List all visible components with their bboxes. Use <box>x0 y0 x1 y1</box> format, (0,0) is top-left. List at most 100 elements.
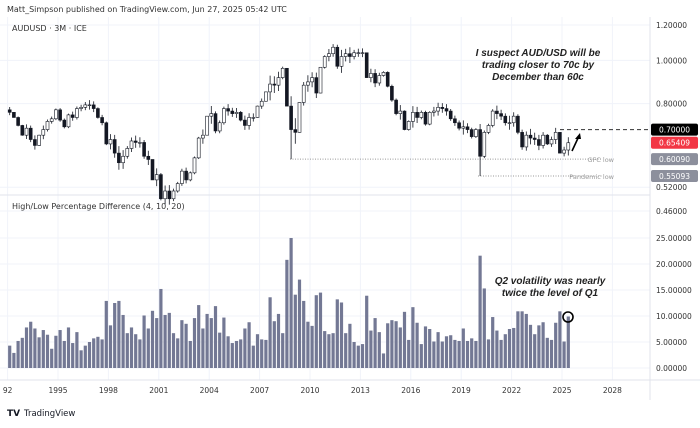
y-tick-label: 0.80000 <box>656 100 687 109</box>
volatility-bar <box>335 299 339 368</box>
volatility-bar <box>87 342 92 368</box>
candle-up <box>486 125 491 133</box>
candle-up <box>49 118 54 122</box>
price-badge <box>651 136 698 149</box>
candle-up <box>280 67 285 78</box>
volatility-bar <box>159 288 163 368</box>
symbol-title[interactable]: AUDUSD · 3M · ICE <box>12 24 87 33</box>
candle-down <box>16 117 20 126</box>
volatility-bar <box>201 328 205 368</box>
candle-up <box>180 170 184 184</box>
volatility-bar <box>108 325 113 368</box>
volatility-bar <box>432 341 436 368</box>
candle-up <box>327 53 331 57</box>
candle-up <box>154 174 159 181</box>
indicator-tick-label: 0.00000 <box>656 364 687 373</box>
volatility-bar <box>419 344 423 368</box>
candle-down <box>385 72 390 87</box>
volatility-bar <box>24 327 29 368</box>
volatility-bar <box>197 305 201 368</box>
candle-up <box>427 112 432 125</box>
published-by: Matt_Simpson published on TradingView.co… <box>7 5 287 14</box>
candle-up <box>108 139 113 145</box>
volatility-bar <box>562 341 566 368</box>
candle-up <box>121 155 125 164</box>
candle-up <box>201 134 205 139</box>
volatility-bar <box>297 279 302 368</box>
candle-down <box>423 112 428 125</box>
volatility-bar <box>12 352 16 368</box>
price-badge <box>651 153 698 166</box>
candle-down <box>272 83 277 86</box>
volatility-bar <box>155 318 159 368</box>
candle-down <box>469 129 474 137</box>
volatility-bar <box>549 339 554 368</box>
volatility-bar <box>75 332 79 368</box>
candle-down <box>457 122 461 129</box>
indicator-axis[interactable]: 25.00000 20.00000 15.00000 10.00000 5.00000 0… <box>656 234 692 373</box>
volatility-bar <box>423 326 428 368</box>
candle-down <box>133 140 138 143</box>
up-arrow-icon <box>571 133 581 152</box>
volatility-bar <box>470 338 474 368</box>
volatility-bar <box>381 353 386 368</box>
candle-up <box>297 102 302 133</box>
candle-up <box>474 129 478 137</box>
price-axis[interactable]: 1.20000 1.00000 0.80000 0.52000 0.46000 <box>656 21 687 216</box>
volatility-bar <box>268 297 272 368</box>
candle-down <box>516 115 520 133</box>
candle-down <box>289 105 293 130</box>
volatility-bar <box>440 341 444 368</box>
candle-down <box>184 170 188 181</box>
candle-up <box>37 134 41 146</box>
annotation-line: December than 60c <box>492 72 584 83</box>
volatility-bar <box>512 327 516 368</box>
candle-up <box>138 142 142 144</box>
volatility-bar <box>453 339 457 368</box>
candle-down <box>448 110 453 120</box>
volatility-bar <box>79 350 83 368</box>
candle-down <box>7 109 12 113</box>
candle-up <box>209 113 214 117</box>
candle-up <box>54 109 58 120</box>
volatility-bar <box>281 333 285 368</box>
candle-down <box>142 142 146 157</box>
volatility-bar <box>113 303 117 368</box>
candle-down <box>532 137 537 140</box>
indicator-tick-label: 10.00000 <box>656 312 692 321</box>
candle-down <box>230 110 235 114</box>
candles <box>7 44 571 205</box>
candle-down <box>503 115 508 124</box>
x-tick-label: 2028 <box>603 386 622 395</box>
time-axis[interactable]: 92 1995 1998 2001 2004 2007 2010 2013 2016 2019 20… <box>3 386 622 395</box>
price-levels: 0.70000 0.65409 GFC low 0.60090 Pandemic low… <box>290 123 698 183</box>
candle-down <box>146 155 151 160</box>
volatility-bar <box>444 336 449 368</box>
candle-down <box>226 108 230 112</box>
candle-up <box>306 81 310 86</box>
candle-down <box>394 99 398 114</box>
candle-up <box>79 107 83 109</box>
candle-down <box>537 139 541 146</box>
candle-down <box>402 110 407 130</box>
candle-up <box>45 121 50 130</box>
candle-up <box>66 114 71 128</box>
candle-up <box>192 157 197 174</box>
indicator-title[interactable]: High/Low Percentage Difference (4, 10, 2… <box>12 202 185 211</box>
volatility-bar <box>310 325 314 368</box>
level-label: Pandemic low <box>569 173 614 181</box>
candle-up <box>411 112 415 122</box>
price-badge <box>651 123 698 136</box>
candle-down <box>20 125 25 136</box>
volatility-bar <box>239 339 243 368</box>
candle-up <box>436 107 440 112</box>
candle-up <box>276 77 281 86</box>
candle-up <box>360 52 365 54</box>
candle-up <box>369 73 373 78</box>
volatility-bar <box>495 330 499 368</box>
candle-up <box>247 117 251 126</box>
price-badge-label: 0.55093 <box>659 172 690 181</box>
candle-up <box>524 134 529 148</box>
candle-down <box>335 46 340 67</box>
